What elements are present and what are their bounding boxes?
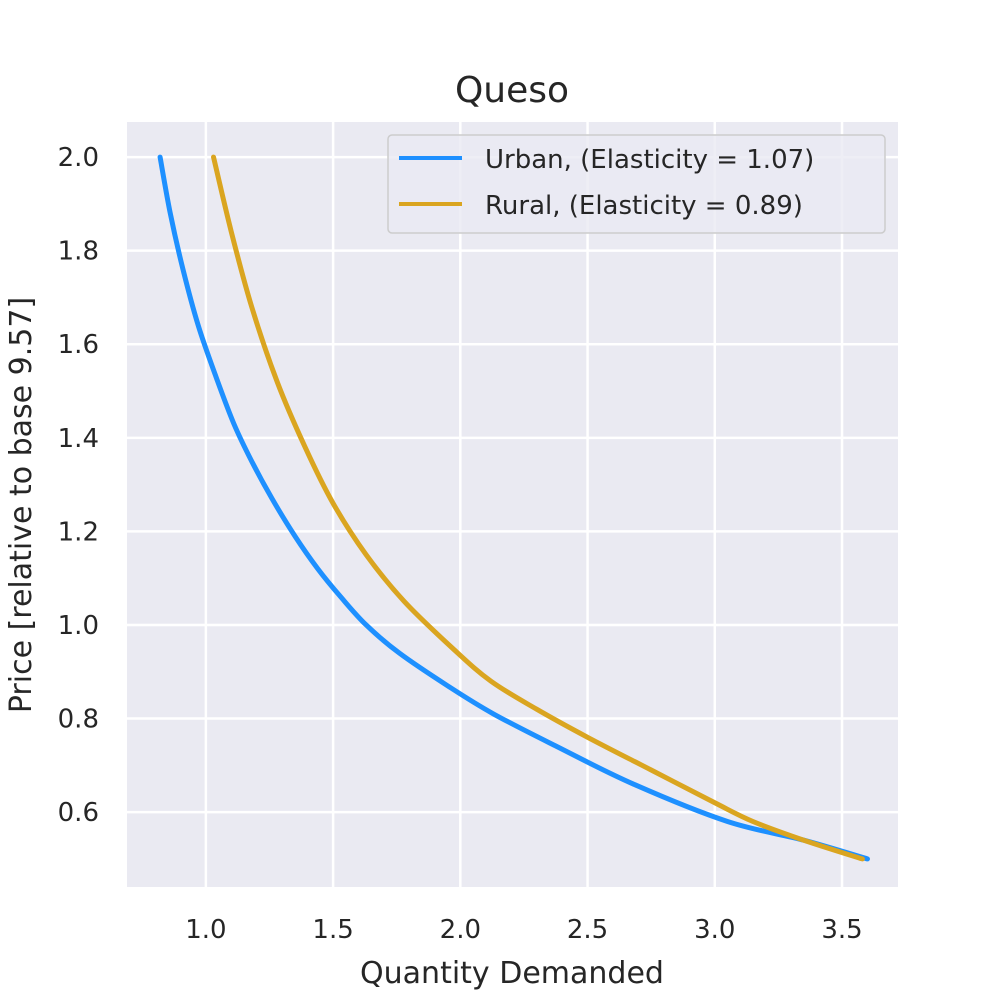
x-tick-labels: 1.0 1.5 2.0 2.5 3.0 3.5 <box>185 915 862 945</box>
series-line-rural <box>211 154 865 862</box>
plot-background <box>127 122 898 887</box>
y-tick-label: 1.2 <box>58 517 99 547</box>
series-line-urban <box>157 154 870 862</box>
y-tick-label: 1.8 <box>58 237 99 267</box>
y-tick-labels: 0.6 0.8 1.0 1.2 1.4 1.6 1.8 2.0 <box>58 143 99 828</box>
y-axis-title: Price [relative to base 9.57] <box>4 297 39 713</box>
x-tick-label: 1.5 <box>312 915 353 945</box>
y-tick-label: 0.8 <box>58 705 99 735</box>
legend: Urban, (Elasticity = 1.07) Rural, (Elast… <box>387 134 886 234</box>
y-tick-label: 1.6 <box>58 330 99 360</box>
y-tick-label: 1.0 <box>58 611 99 641</box>
legend-label-urban: Urban, (Elasticity = 1.07) <box>485 145 814 175</box>
chart-title: Queso <box>455 70 569 111</box>
y-tick-label: 1.4 <box>58 424 99 454</box>
x-tick-label: 2.5 <box>567 915 608 945</box>
x-tick-label: 1.0 <box>185 915 226 945</box>
x-tick-label: 2.0 <box>440 915 481 945</box>
series-lines <box>157 154 870 862</box>
y-tick-label: 2.0 <box>58 143 99 173</box>
x-axis-title: Quantity Demanded <box>360 956 664 991</box>
legend-label-rural: Rural, (Elasticity = 0.89) <box>485 191 803 221</box>
y-tick-label: 0.6 <box>58 798 99 828</box>
x-tick-label: 3.5 <box>821 915 862 945</box>
legend-box <box>387 134 886 234</box>
x-tick-label: 3.0 <box>694 915 735 945</box>
